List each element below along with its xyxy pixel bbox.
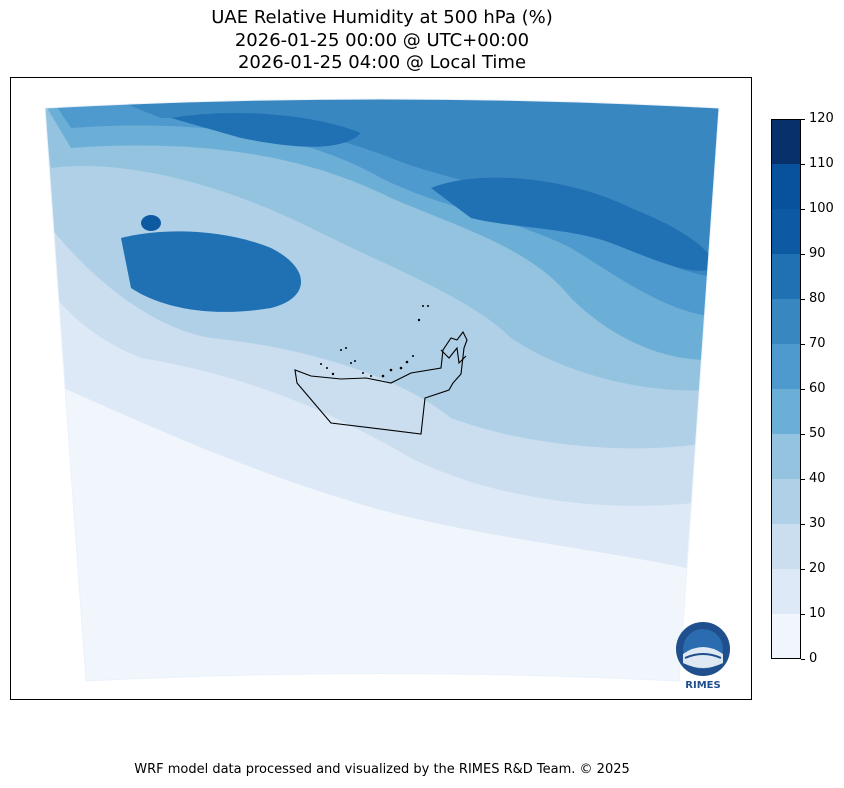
colorbar-band — [771, 569, 801, 614]
colorbar-tick-mark — [801, 119, 805, 120]
humidity-band-80-90-north — [171, 113, 361, 147]
map-frame — [10, 77, 752, 700]
colorbar-tick-mark — [801, 659, 805, 660]
humidity-band-80-90 — [431, 177, 716, 271]
colorbar-band — [771, 164, 801, 209]
colorbar-tick-mark — [801, 614, 805, 615]
colorbar-band — [771, 119, 801, 164]
colorbar-tick-label: 100 — [809, 201, 834, 216]
humidity-band-80-90-west — [121, 231, 301, 312]
colorbar-tick-label: 10 — [809, 606, 826, 621]
colorbar-tick-label: 20 — [809, 561, 826, 576]
rimes-logo: RIMES — [676, 622, 730, 691]
colorbar-tick-mark — [801, 209, 805, 210]
colorbar-tick-mark — [801, 164, 805, 165]
uae-border — [294, 330, 468, 435]
colorbar-band — [771, 389, 801, 434]
colorbar-tick-label: 110 — [809, 156, 834, 171]
humidity-band-90-100 — [141, 215, 161, 231]
colorbar-tick-mark — [801, 524, 805, 525]
map-subtitle-local: 2026-01-25 04:00 @ Local Time — [237, 52, 527, 73]
colorbar-tick-label: 90 — [809, 246, 826, 261]
colorbar-band — [771, 524, 801, 569]
colorbar-tick-label: 80 — [809, 291, 826, 306]
uae-islands — [320, 305, 429, 378]
colorbar-tick-label: 40 — [809, 471, 826, 486]
colorbar-tick-label: 120 — [809, 111, 834, 126]
rimes-logo-text: RIMES — [685, 680, 720, 691]
humidity-map — [44, 98, 720, 682]
colorbar-tick-label: 30 — [809, 516, 826, 531]
colorbar-tick-label: 0 — [809, 651, 818, 666]
colorbar-band — [771, 434, 801, 479]
colorbar-band — [771, 479, 801, 524]
colorbar — [771, 119, 801, 659]
colorbar-tick-mark — [801, 389, 805, 390]
colorbar-tick-mark — [801, 344, 805, 345]
colorbar-tick-mark — [801, 254, 805, 255]
map-subtitle-utc: 2026-01-25 00:00 @ UTC+00:00 — [234, 30, 530, 51]
colorbar-band — [771, 209, 801, 254]
colorbar-tick-label: 70 — [809, 336, 826, 351]
colorbar-scale — [771, 119, 801, 659]
colorbar-tick-mark — [801, 434, 805, 435]
colorbar-band — [771, 344, 801, 389]
colorbar-tick-mark — [801, 299, 805, 300]
colorbar-tick-label: 50 — [809, 426, 826, 441]
colorbar-band — [771, 299, 801, 344]
colorbar-band — [771, 614, 801, 659]
humidity-band-70-80 — [111, 99, 719, 278]
footer-credit: WRF model data processed and visualized … — [134, 762, 630, 777]
colorbar-band — [771, 254, 801, 299]
colorbar-tick-mark — [801, 569, 805, 570]
map-title: UAE Relative Humidity at 500 hPa (%) — [211, 7, 553, 28]
model-domain-outline — [44, 98, 720, 682]
colorbar-tick-mark — [801, 479, 805, 480]
colorbar-tick-label: 60 — [809, 381, 826, 396]
